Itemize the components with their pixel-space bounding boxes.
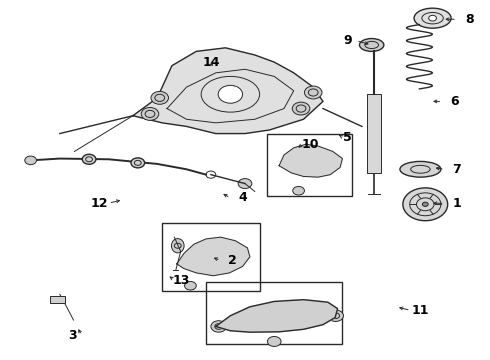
Circle shape [328,310,343,321]
Circle shape [292,102,310,115]
Circle shape [268,337,281,346]
Polygon shape [216,300,338,332]
Circle shape [201,247,225,265]
Circle shape [151,91,169,104]
Text: 5: 5 [343,131,352,144]
Bar [162,223,260,291]
Text: 10: 10 [302,138,319,151]
Circle shape [25,156,36,165]
Circle shape [211,321,226,332]
Text: 7: 7 [453,163,461,176]
Circle shape [293,186,304,195]
Circle shape [185,282,196,290]
Bar [206,282,343,344]
Polygon shape [177,237,250,276]
Ellipse shape [360,39,384,51]
Circle shape [422,202,428,206]
Text: 13: 13 [173,274,190,287]
Circle shape [131,158,145,168]
Bar [267,134,352,196]
Text: 8: 8 [465,13,473,26]
Bar [367,94,381,173]
Circle shape [218,85,243,103]
Polygon shape [133,48,323,134]
Circle shape [429,15,437,21]
Circle shape [238,179,252,189]
Circle shape [301,152,321,166]
Text: 11: 11 [412,304,429,317]
Text: 9: 9 [343,34,352,47]
Circle shape [141,108,159,120]
Text: 4: 4 [238,192,247,204]
Text: 3: 3 [68,329,76,342]
Ellipse shape [400,161,441,177]
Circle shape [82,154,96,164]
Bar [50,296,65,303]
Polygon shape [279,144,343,177]
Ellipse shape [414,8,451,28]
Circle shape [403,188,448,221]
Ellipse shape [172,239,184,253]
Text: 2: 2 [228,254,237,267]
Text: 12: 12 [90,197,108,210]
Circle shape [304,86,322,99]
Text: 14: 14 [202,55,220,69]
Text: 1: 1 [453,197,461,210]
Text: 6: 6 [450,95,459,108]
